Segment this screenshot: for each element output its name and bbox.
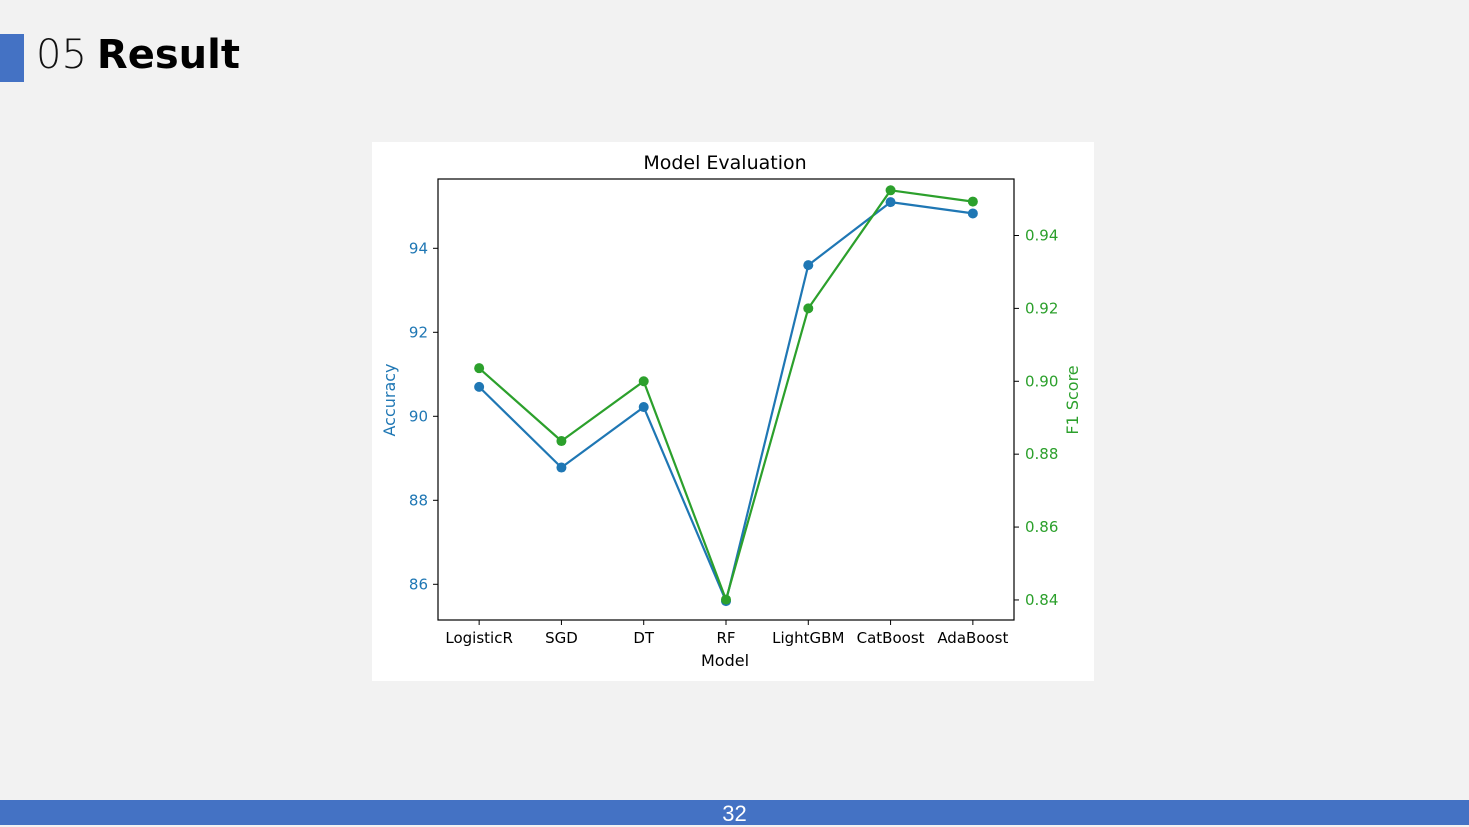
section-title: Result [96,32,240,78]
series-line-left [478,200,974,603]
chart-panel: Model Evaluation LogisticR SGD DT RF LightGB… [372,142,1094,681]
section-number: 05 [36,32,87,78]
series-point-left [967,208,978,219]
page-number: 32 [722,801,747,826]
right-tick-label: 0.94 [1025,226,1058,244]
series-layer [474,185,978,607]
series-point-left [556,462,567,473]
right-tick-label: 0.88 [1025,445,1058,463]
axes: LogisticR SGD DT RF LightGBM CatBoost AdaBoost… [409,178,1058,647]
series-point-right [803,303,814,314]
left-tick-label: 94 [409,239,428,257]
right-axis-label: F1 Score [1063,365,1082,434]
series-point-left [803,260,814,271]
right-tick-label: 0.90 [1025,372,1058,390]
left-axis-label: Accuracy [380,363,399,436]
left-tick-label: 90 [409,407,428,425]
right-tick-label: 0.92 [1025,299,1058,317]
x-tick-label: CatBoost [857,629,925,647]
x-tick-label: RF [716,629,735,647]
x-tick-label: AdaBoost [937,629,1008,647]
x-axis-label: Model [701,651,749,670]
series-point-right [556,436,567,447]
model-evaluation-chart: Model Evaluation LogisticR SGD DT RF LightGB… [380,152,1082,670]
right-tick-label: 0.84 [1025,591,1058,609]
series-point-right [474,363,485,374]
x-tick-label: LightGBM [772,629,844,647]
series-point-left [638,402,649,413]
x-tick-label: SGD [545,629,578,647]
title-accent-bar [0,34,24,82]
left-tick-label: 88 [409,491,428,509]
left-tick-label: 92 [409,323,428,341]
x-tick-label: LogisticR [445,629,513,647]
series-point-left [474,381,485,392]
series-point-right [885,185,896,196]
chart-title: Model Evaluation [643,152,806,174]
slide-title: 05 Result [36,30,240,80]
series-point-right [721,594,731,605]
x-tick-label: DT [633,629,655,647]
series-point-left [885,197,896,208]
footer-bar: 32 [0,800,1469,826]
series-point-right [638,376,649,387]
left-tick-label: 86 [409,575,428,593]
plot-frame [437,178,1015,621]
right-tick-label: 0.86 [1025,518,1058,536]
series-point-right [967,196,978,207]
series-line-right [478,189,974,601]
